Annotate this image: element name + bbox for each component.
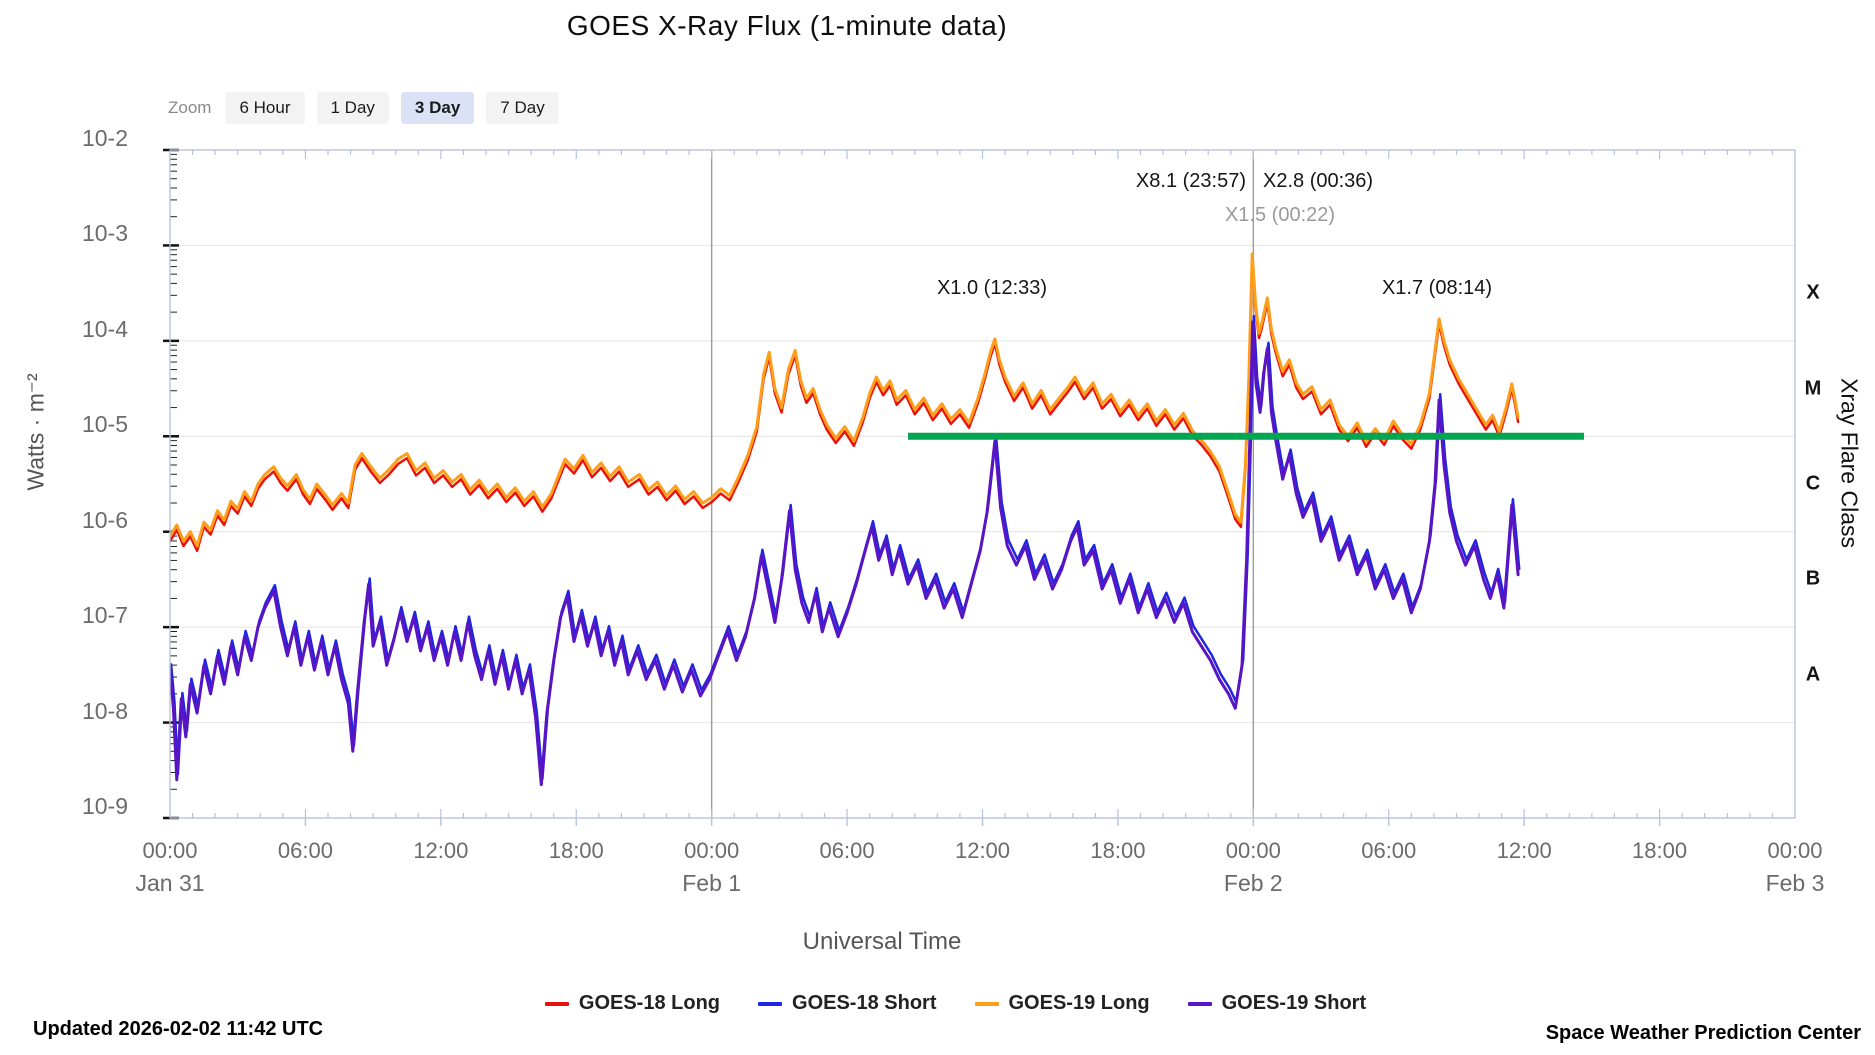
x-tick-label: 12:00 (413, 838, 469, 863)
flare-annotation: X1.7 (08:14) (1381, 277, 1493, 299)
legend-dash-icon (1187, 1001, 1212, 1006)
legend-dash-icon (758, 1001, 783, 1006)
legend-item-goes-18-long[interactable]: GOES-18 Long (544, 992, 721, 1015)
x-tick-label: 18:00 (1090, 838, 1146, 863)
y-tick-label: 10-5 (81, 411, 128, 438)
zoom-button-1day[interactable]: 1 Day (316, 92, 389, 124)
x-tick-label: 12:00 (954, 838, 1011, 863)
series-goes-19-long (170, 252, 1520, 548)
legend-item-label: GOES-19 Long (1008, 992, 1150, 1014)
flare-annotation: X1.0 (12:33) (936, 277, 1048, 299)
x-tick-label: 18:00 (548, 838, 604, 863)
flare-class-letter: M (1804, 377, 1822, 400)
legend-item-goes-18-short[interactable]: GOES-18 Short (758, 992, 937, 1015)
legend-dash-icon (974, 1001, 999, 1006)
source-credit: Space Weather Prediction Center (1545, 1022, 1861, 1044)
flare-class-letter: B (1805, 567, 1821, 590)
legend-item-label: GOES-19 Short (1221, 992, 1367, 1014)
x-tick-label: 12:00 (1496, 838, 1552, 863)
legend-dash-icon (544, 1001, 569, 1006)
x-axis-title: Universal Time (802, 928, 962, 955)
zoom-button-6hour[interactable]: 6 Hour (225, 92, 305, 124)
zoom-button-7day[interactable]: 7 Day (486, 92, 559, 124)
x-tick-label: 18:00 (1632, 838, 1688, 863)
y-tick-label: 10-6 (81, 506, 128, 533)
y-tick-label: 10-2 (81, 125, 128, 151)
legend: GOES-18 Long GOES-18 Short GOES-19 Long GOE… (0, 992, 1875, 1015)
legend-item-goes-19-long[interactable]: GOES-19 Long (974, 992, 1150, 1015)
flare-annotation: X2.8 (00:36) (1263, 170, 1374, 192)
x-tick-label: 00:00 (1767, 838, 1823, 863)
x-tick-label: 00:00 (142, 838, 198, 863)
legend-item-goes-19-short[interactable]: GOES-19 Short (1187, 992, 1367, 1015)
zoom-label: Zoom (168, 98, 212, 117)
page-title: GOES X-Ray Flux (1-minute data) (566, 10, 1008, 41)
day-label: Feb 1 (682, 870, 742, 896)
x-tick-label: 06:00 (819, 838, 875, 863)
y-tick-label: 10-3 (81, 220, 128, 247)
flare-annotation: X1.5 (00:22) (1224, 204, 1336, 226)
series-goes-19-short (170, 320, 1520, 787)
flare-annotation: X8.1 (23:57) (1135, 170, 1246, 192)
legend-item-label: GOES-18 Long (578, 992, 721, 1014)
flare-class-letter: C (1805, 472, 1821, 495)
flare-class-letter: A (1805, 663, 1821, 686)
x-tick-label: 00:00 (1225, 838, 1281, 863)
x-tick-label: 00:00 (684, 838, 740, 863)
y-tick-label: 10-8 (81, 697, 128, 724)
zoom-button-3day[interactable]: 3 Day (400, 92, 475, 124)
y-tick-label: 10-9 (81, 793, 128, 819)
y-tick-label: 10-4 (81, 315, 128, 342)
day-label: Feb 2 (1223, 870, 1283, 896)
day-label: Feb 3 (1765, 870, 1825, 896)
y-axis-title: Watts · m⁻² (22, 373, 49, 491)
x-tick-label: 06:00 (277, 838, 333, 863)
legend-item-label: GOES-18 Short (792, 992, 937, 1014)
flare-class-letter: X (1806, 281, 1820, 304)
zoom-controls: Zoom 6 Hour 1 Day 3 Day 7 Day (168, 92, 559, 124)
updated-timestamp: Updated 2026-02-02 11:42 UTC (33, 1018, 324, 1040)
plot-frame (169, 149, 1796, 819)
day-label: Jan 31 (135, 870, 205, 896)
x-tick-label: 06:00 (1361, 838, 1417, 863)
series-goes-18-short (170, 314, 1521, 781)
y-tick-label: 10-7 (81, 602, 128, 629)
right-axis-title: Xray Flare Class (1836, 378, 1863, 548)
